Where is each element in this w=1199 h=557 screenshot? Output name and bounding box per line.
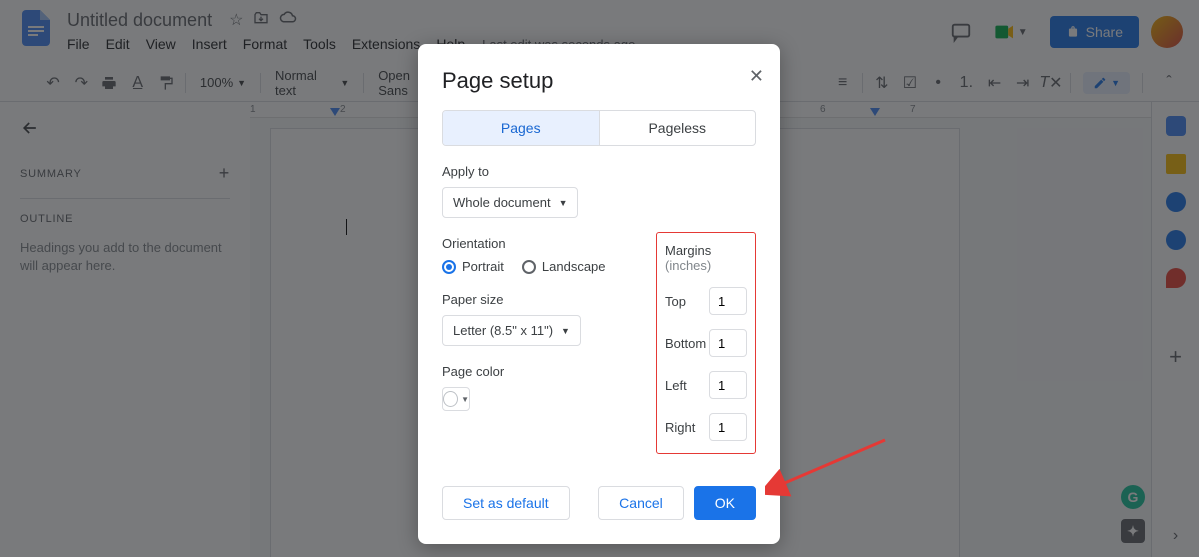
margin-top-label: Top [665, 294, 686, 309]
app-root: Untitled document ☆ File Edit View Inser… [0, 0, 1199, 557]
dialog-title: Page setup [442, 68, 756, 94]
tab-row: Pages Pageless [442, 110, 756, 146]
margin-left-input[interactable] [709, 371, 747, 399]
margin-bottom-input[interactable] [709, 329, 747, 357]
page-color-picker[interactable]: ▼ [442, 387, 470, 411]
margin-bottom-label: Bottom [665, 336, 706, 351]
close-icon[interactable]: ✕ [749, 66, 764, 87]
paper-size-label: Paper size [442, 292, 644, 307]
set-default-button[interactable]: Set as default [442, 486, 570, 520]
apply-to-dropdown[interactable]: Whole document▼ [442, 187, 578, 218]
cancel-button[interactable]: Cancel [598, 486, 684, 520]
radio-landscape[interactable]: Landscape [522, 259, 606, 274]
tab-pageless[interactable]: Pageless [599, 111, 756, 145]
tab-pages[interactable]: Pages [443, 111, 599, 145]
page-setup-dialog: Page setup ✕ Pages Pageless Apply to Who… [418, 44, 780, 544]
paper-size-dropdown[interactable]: Letter (8.5" x 11")▼ [442, 315, 581, 346]
margins-highlight-box: Margins (inches) Top Bottom Left Right [656, 232, 756, 454]
orientation-label: Orientation [442, 236, 644, 251]
margin-right-input[interactable] [709, 413, 747, 441]
page-color-label: Page color [442, 364, 644, 379]
radio-portrait[interactable]: Portrait [442, 259, 504, 274]
apply-to-label: Apply to [442, 164, 756, 179]
margins-label: Margins (inches) [665, 243, 747, 273]
margin-top-input[interactable] [709, 287, 747, 315]
margin-right-label: Right [665, 420, 695, 435]
ok-button[interactable]: OK [694, 486, 756, 520]
margin-left-label: Left [665, 378, 687, 393]
